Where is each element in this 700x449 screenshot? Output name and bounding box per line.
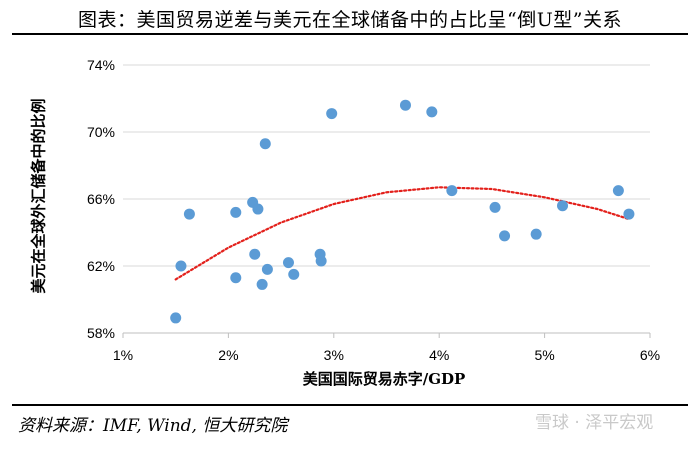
x-tick-label: 5% — [534, 347, 554, 363]
data-point — [249, 248, 261, 260]
data-point — [230, 272, 242, 284]
data-point — [252, 203, 264, 215]
y-tick-label: 70% — [87, 124, 115, 140]
data-point — [499, 230, 511, 242]
grid-layer — [123, 64, 650, 334]
point-layer — [170, 99, 635, 324]
x-tick-label: 1% — [113, 347, 133, 363]
data-point — [288, 268, 300, 280]
y-axis-label: 美元在全球外汇储备中的比例 — [29, 98, 48, 294]
data-point — [612, 185, 624, 197]
data-point — [446, 185, 458, 197]
data-point — [183, 208, 195, 220]
data-point — [170, 312, 182, 324]
y-tick-label: 66% — [87, 191, 115, 207]
data-point — [530, 228, 542, 240]
y-tick-label: 62% — [87, 258, 115, 274]
x-tick-label: 6% — [640, 347, 660, 363]
data-point — [315, 255, 327, 267]
data-point — [399, 99, 411, 111]
watermark: 雪球 · 泽平宏观 — [535, 413, 654, 433]
bottom-divider — [12, 404, 688, 406]
x-axis-label: 美国国际贸易赤字/GDP — [302, 370, 466, 388]
data-point — [326, 108, 338, 120]
data-point — [557, 200, 569, 212]
data-point — [261, 263, 273, 275]
axis-layer: 58% 62% 66% 70% 74% 1% 2% 3% 4% 5% 6% — [87, 57, 660, 363]
x-tick-label: 4% — [429, 347, 449, 363]
data-point — [623, 208, 635, 220]
data-point — [426, 106, 438, 118]
y-tick-label: 58% — [87, 325, 115, 341]
trendline-layer — [174, 186, 631, 281]
y-tick-label: 74% — [87, 57, 115, 73]
data-point — [175, 260, 187, 272]
data-point — [282, 257, 294, 269]
data-point — [256, 278, 268, 290]
data-point — [230, 206, 242, 218]
top-divider — [12, 33, 688, 35]
data-point — [489, 201, 501, 213]
source-note: 资料来源：IMF, Wind, 恒大研究院 — [18, 416, 288, 436]
data-point — [259, 138, 271, 150]
x-tick-label: 3% — [324, 347, 344, 363]
x-tick-label: 2% — [218, 347, 238, 363]
chart-title: 图表：美国贸易逆差与美元在全球储备中的占比呈“倒U型”关系 — [78, 9, 622, 31]
trendline — [174, 186, 631, 281]
